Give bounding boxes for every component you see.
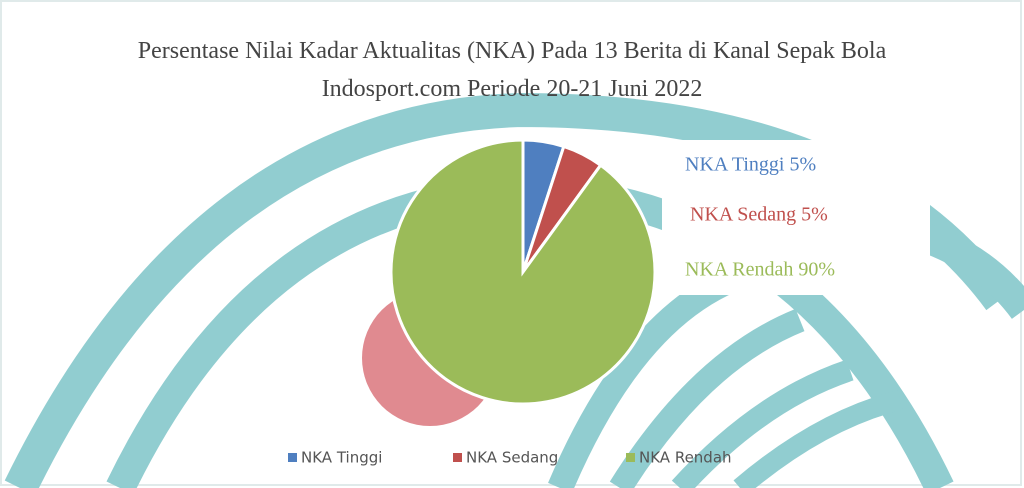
pie — [391, 140, 655, 404]
legend-swatch — [626, 453, 635, 462]
data-label: NKA Tinggi 5% — [685, 154, 816, 176]
legend-swatch — [288, 453, 297, 462]
legend-label: NKA Sedang — [466, 449, 558, 467]
legend-label: NKA Tinggi — [301, 449, 382, 467]
legend-swatch — [453, 453, 462, 462]
data-label: NKA Rendah 90% — [685, 259, 835, 281]
pie-slice — [391, 140, 655, 404]
chart-title: Persentase Nilai Kadar Aktualitas (NKA) … — [127, 32, 897, 108]
data-label: NKA Sedang 5% — [690, 204, 828, 226]
legend-label: NKA Rendah — [639, 449, 732, 467]
page: NKA Tinggi 5% NKA Sedang 5% NKA Rendah 90%… — [0, 0, 1024, 488]
